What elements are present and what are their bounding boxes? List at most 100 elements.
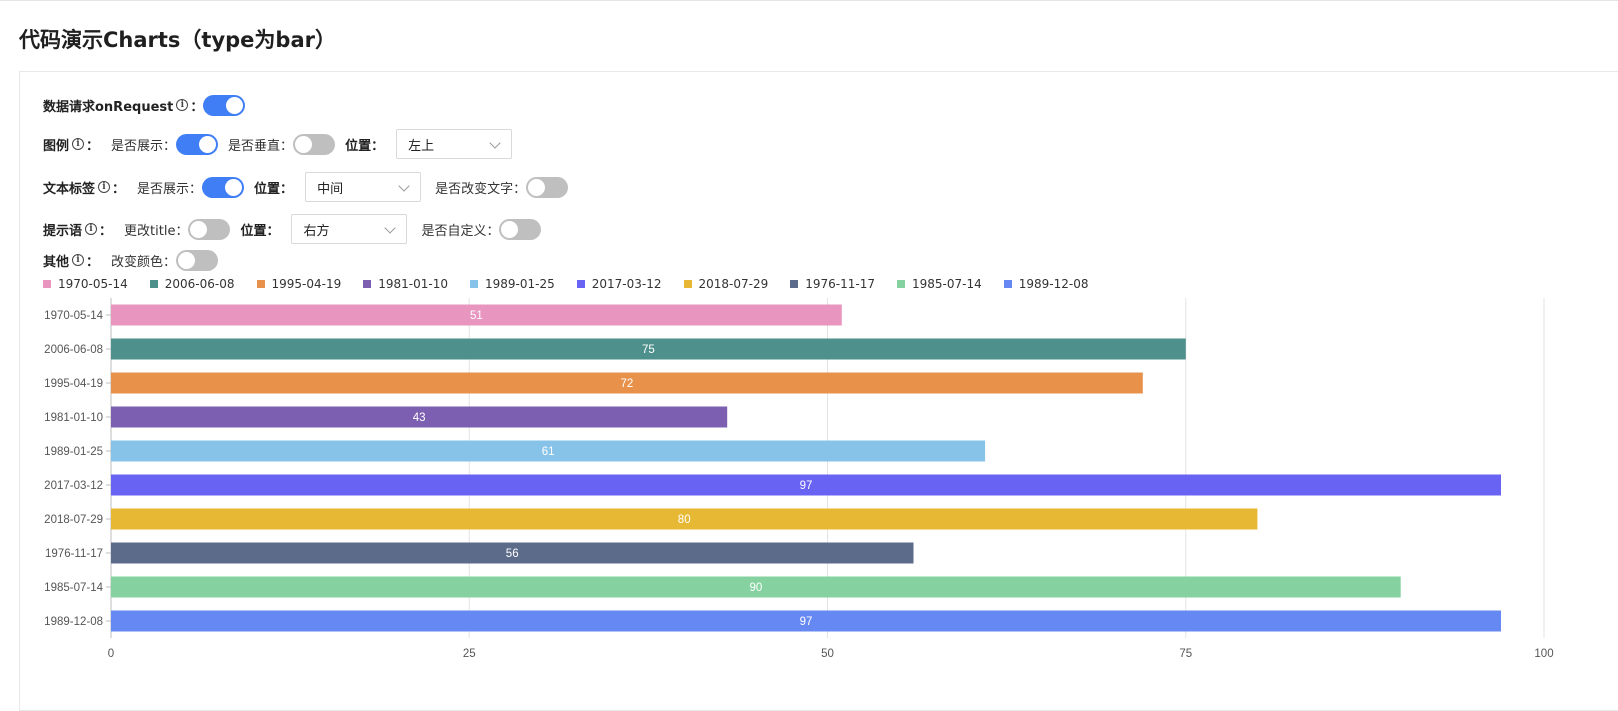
legend-swatch (149, 280, 158, 288)
legend-swatch (1003, 280, 1012, 288)
bar (111, 542, 914, 564)
text-label-show-switch[interactable] (202, 176, 245, 198)
legend-item[interactable]: 1976-11-17 (790, 277, 875, 291)
y-tick-label: 2018-07-29 (44, 514, 103, 526)
tooltip-position-value: 右方 (303, 223, 330, 239)
legend-swatch (790, 280, 799, 288)
data-label: 43 (413, 412, 426, 424)
legend-position-label: 位置： (345, 138, 385, 154)
data-label: 72 (621, 378, 634, 390)
legend-item[interactable]: 1981-01-10 (363, 277, 448, 291)
data-label: 75 (642, 344, 655, 356)
legend-position-select[interactable]: 左上 (396, 129, 513, 159)
x-tick-label: 25 (463, 648, 476, 660)
tooltip-colon: ： (99, 223, 113, 239)
legend-swatch (256, 280, 265, 288)
legend-label: 1989-12-08 (1018, 277, 1089, 291)
y-tick-label: 2006-06-08 (44, 344, 103, 356)
legend-label: 图例 (43, 138, 70, 154)
bar (111, 508, 1258, 530)
legend-label: 1981-01-10 (378, 277, 448, 291)
request-colon: ： (190, 99, 204, 115)
x-tick-label: 0 (108, 648, 114, 660)
other-label: 其他 (43, 254, 70, 270)
bar (111, 440, 986, 462)
request-row: 数据请求onRequest i ： (43, 90, 255, 120)
data-label: 97 (800, 480, 813, 492)
y-tick-label: 1981-01-10 (44, 412, 103, 424)
y-tick-label: 1989-12-08 (44, 616, 103, 628)
legend-position-value: 左上 (408, 138, 435, 154)
legend-label: 1985-07-14 (912, 277, 982, 291)
legend-swatch (363, 280, 372, 288)
legend-item[interactable]: 1985-07-14 (897, 277, 982, 291)
legend-vertical-switch[interactable] (293, 133, 336, 155)
bar (111, 474, 1501, 496)
legend-item[interactable]: 2018-07-29 (683, 277, 768, 291)
change-text-label: 是否改变文字： (435, 181, 527, 197)
legend-colon: ： (86, 138, 100, 154)
y-tick-label: 1970-05-14 (44, 310, 103, 322)
y-tick-label: 1995-04-19 (44, 378, 103, 390)
data-label: 90 (750, 582, 763, 594)
legend-swatch (683, 280, 692, 288)
legend-label: 1995-04-19 (271, 277, 342, 291)
x-tick-label: 100 (1534, 648, 1553, 660)
legend-item[interactable]: 2017-03-12 (576, 277, 662, 291)
info-icon[interactable]: i (72, 254, 85, 266)
legend-row: 图例 i ： 是否展示： 是否垂直： 位置： 左上 (43, 129, 526, 159)
custom-tooltip-switch[interactable] (499, 218, 542, 240)
chart-legend: 1970-05-14 2006-06-08 1995-04-19 1981-01-10… (43, 276, 1111, 292)
bar (111, 610, 1501, 632)
legend-show-label: 是否展示： (111, 138, 177, 154)
bar (111, 406, 728, 428)
data-label: 51 (470, 310, 483, 322)
y-tick-label: 2017-03-12 (44, 480, 103, 492)
text-label-position-label: 位置： (254, 181, 294, 197)
text-label-show-label: 是否展示： (137, 181, 203, 197)
data-label: 97 (800, 616, 813, 628)
legend-swatch (576, 280, 585, 288)
top-divider (0, 0, 1618, 1)
legend-vertical-label: 是否垂直： (228, 138, 294, 154)
legend-swatch (470, 280, 478, 288)
tooltip-position-label: 位置： (240, 223, 280, 239)
change-title-switch[interactable] (188, 218, 231, 240)
y-tick-label: 1989-01-25 (44, 446, 103, 458)
text-label-position-select[interactable]: 中间 (305, 172, 422, 202)
change-color-label: 改变颜色： (111, 254, 177, 270)
legend-item[interactable]: 1989-12-08 (1003, 277, 1089, 291)
change-text-switch[interactable] (526, 176, 569, 198)
tooltip-position-select[interactable]: 右方 (291, 214, 408, 244)
text-label-row: 文本标签 i ： 是否展示： 位置： 中间 是否改变文字： (43, 172, 578, 202)
data-label: 61 (542, 446, 555, 458)
legend-swatch (897, 280, 905, 288)
legend-show-switch[interactable] (176, 133, 219, 155)
info-icon[interactable]: i (98, 181, 111, 193)
data-label: 56 (506, 548, 519, 560)
change-title-label: 更改title： (124, 223, 189, 239)
legend-label: 1989-01-25 (485, 277, 555, 291)
legend-item[interactable]: 1989-01-25 (470, 277, 555, 291)
page-title: 代码演示Charts（type为bar） (19, 28, 336, 52)
text-label-label: 文本标签 (43, 181, 96, 197)
info-icon[interactable]: i (72, 138, 85, 150)
legend-item[interactable]: 1995-04-19 (256, 277, 342, 291)
x-tick-label: 50 (821, 648, 834, 660)
legend-item[interactable]: 1970-05-14 (43, 277, 128, 291)
bar-chart: 1970-05-14 51 2006-06-08 75 1995-04-19 72 1981… (44, 298, 1554, 660)
request-label: 数据请求onRequest (43, 99, 174, 115)
legend-item[interactable]: 2006-06-08 (149, 277, 235, 291)
change-color-switch[interactable] (176, 249, 219, 271)
info-icon[interactable]: i (176, 99, 189, 111)
tooltip-row: 提示语 i ： 更改title： 位置： 右方 是否自定义： (43, 214, 551, 244)
legend-label: 1976-11-17 (805, 277, 875, 291)
custom-tooltip-label: 是否自定义： (421, 223, 500, 239)
bar (111, 304, 842, 326)
data-label: 80 (678, 514, 691, 526)
other-colon: ： (86, 254, 100, 270)
info-icon[interactable]: i (85, 223, 98, 235)
request-switch[interactable] (203, 94, 246, 116)
bar (111, 338, 1186, 360)
legend-label: 2006-06-08 (164, 277, 235, 291)
